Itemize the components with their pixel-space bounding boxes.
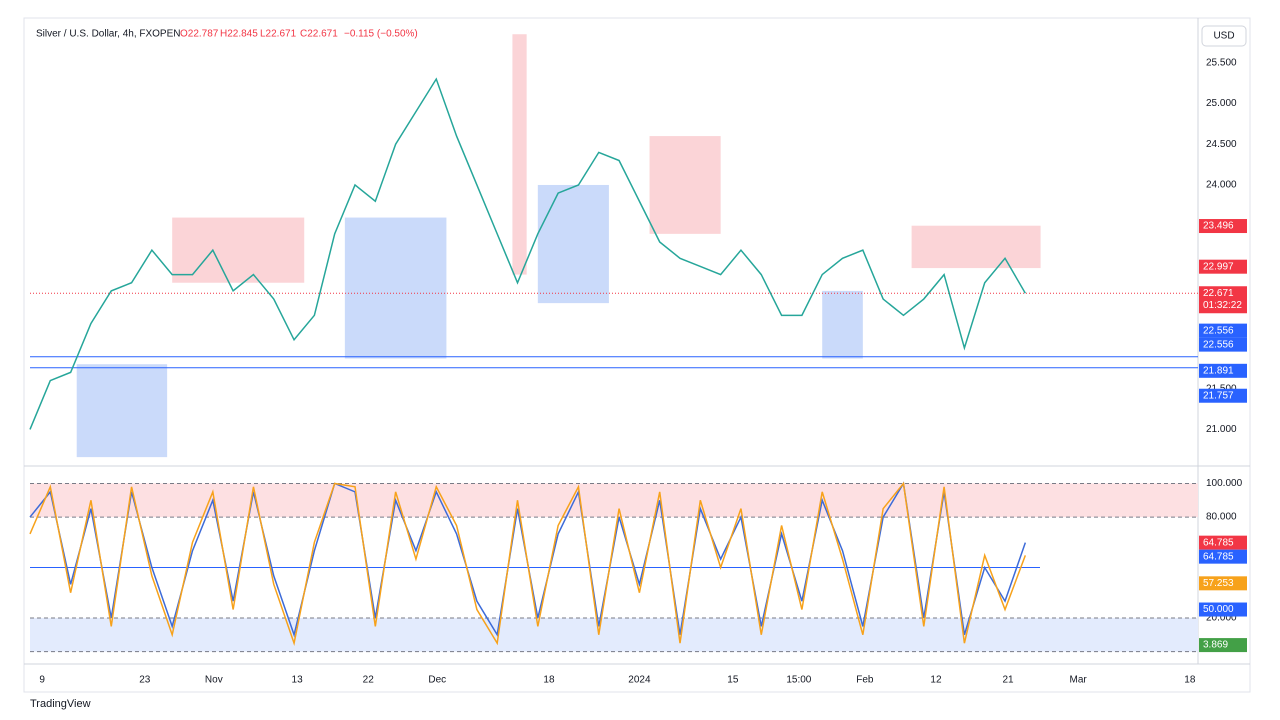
price-badge (1199, 388, 1247, 403)
price-badge (1199, 602, 1247, 617)
x-tick-label: 23 (139, 675, 151, 686)
x-tick-label: 15 (727, 675, 739, 686)
frame (23, 17, 1251, 693)
price-badge (1199, 219, 1247, 234)
y-tick-label: 24.500 (1206, 139, 1237, 150)
series-line (29, 481, 1027, 647)
y-tick-label: 21.000 (1206, 424, 1237, 435)
price-badge (1199, 576, 1247, 591)
y-tick-label: 25.500 (1206, 57, 1237, 68)
ohlc-close: C22.671 (300, 29, 338, 40)
price-badge (1199, 323, 1247, 338)
series-line (29, 77, 1026, 430)
countdown: 01:32:22 (1203, 300, 1242, 311)
ohlc-low: L22.671 (260, 29, 297, 40)
x-tick-label: Nov (205, 675, 223, 686)
y-tick-label: 100.000 (1206, 478, 1243, 489)
ohlc-open: O22.787 (180, 29, 219, 40)
price-badge-label: 21.757 (1203, 390, 1234, 401)
y-tick-label: 80.000 (1206, 512, 1237, 523)
x-tick-label: Mar (1070, 675, 1088, 686)
price-badge-label: 22.556 (1203, 339, 1234, 350)
price-badge (1199, 638, 1247, 653)
y-tick-label: 20.000 (1206, 613, 1237, 624)
zone (512, 34, 527, 275)
price-badge-label: 3.869 (1203, 640, 1228, 651)
price-badge-label: 64.785 (1203, 537, 1234, 548)
x-tick-label: 9 (39, 675, 45, 686)
zone (537, 184, 609, 304)
x-tick-label: 2024 (628, 675, 651, 686)
price-badge (1199, 259, 1247, 274)
last-price-label: 22.671 (1203, 288, 1234, 299)
x-tick-label: 15:00 (786, 675, 811, 686)
oversold-band (30, 617, 1198, 652)
zone (822, 290, 863, 359)
x-tick-label: 18 (1184, 675, 1196, 686)
ohlc-high: H22.845 (220, 29, 258, 40)
last-price-badge (1199, 286, 1247, 314)
brand: TradingView (30, 698, 91, 710)
x-tick-label: 18 (543, 675, 555, 686)
x-tick-label: 22 (363, 675, 375, 686)
x-tick-label: 21 (1003, 675, 1015, 686)
zone (344, 217, 447, 359)
price-badge (1199, 363, 1247, 378)
ohlc-change: −0.115 (−0.50%) (344, 29, 418, 40)
x-tick-label: Feb (856, 675, 874, 686)
x-tick-label: 13 (292, 675, 304, 686)
zone (649, 136, 721, 234)
y-tick-label: 24.000 (1206, 180, 1237, 191)
zone (76, 364, 168, 458)
overbought-band (30, 483, 1198, 518)
x-tick-label: Dec (428, 675, 446, 686)
x-tick-label: 12 (930, 675, 942, 686)
price-badge-label: 21.891 (1203, 365, 1234, 376)
price-badge (1199, 337, 1247, 352)
zone (172, 217, 305, 283)
price-badge-label: 50.000 (1203, 604, 1234, 615)
currency-button[interactable] (1201, 25, 1247, 47)
y-tick-label: 25.000 (1206, 98, 1237, 109)
price-badge-label: 23.496 (1203, 221, 1234, 232)
price-badge-label: 64.785 (1203, 551, 1234, 562)
price-badge-label: 57.253 (1203, 578, 1234, 589)
symbol: Silver / U.S. Dollar, 4h, FXOPEN (36, 29, 181, 40)
layer: 21.00021.50022.00022.50023.00023.50024.0… (29, 34, 1247, 686)
zone (911, 225, 1041, 269)
price-badge-label: 22.556 (1203, 325, 1234, 336)
price-badge (1199, 549, 1247, 564)
price-badge-label: 22.997 (1203, 261, 1234, 272)
currency[interactable]: USD (1213, 31, 1234, 42)
price-badge (1199, 535, 1247, 550)
